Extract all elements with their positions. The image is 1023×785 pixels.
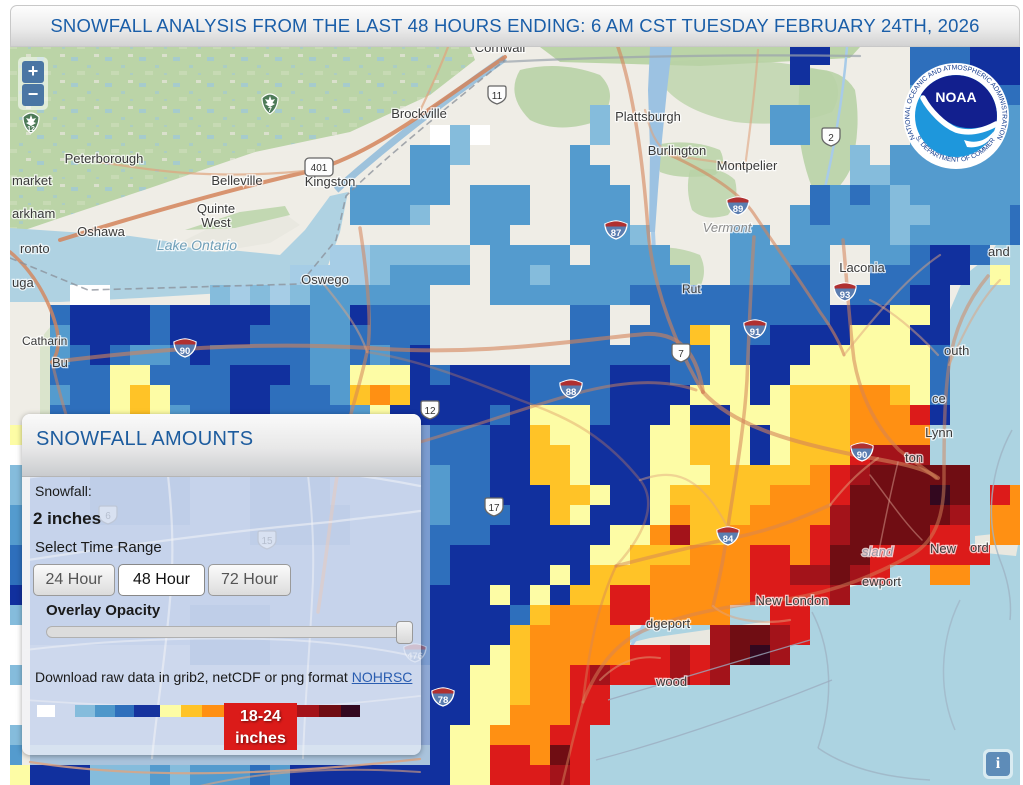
- svg-text:93: 93: [840, 290, 851, 301]
- svg-text:12: 12: [27, 126, 35, 133]
- svg-text:Quinte: Quinte: [197, 201, 235, 216]
- svg-text:ton: ton: [905, 450, 923, 465]
- svg-text:Peterborough: Peterborough: [65, 151, 144, 166]
- svg-text:New: New: [930, 541, 957, 556]
- svg-text:Oshawa: Oshawa: [77, 224, 125, 239]
- svg-text:ronto: ronto: [20, 241, 50, 256]
- svg-text:ewport: ewport: [862, 574, 901, 589]
- svg-text:17: 17: [488, 503, 500, 514]
- svg-text:Plattsburgh: Plattsburgh: [615, 109, 681, 124]
- svg-text:NOAA: NOAA: [935, 89, 976, 105]
- svg-text:90: 90: [857, 450, 868, 461]
- svg-text:87: 87: [611, 228, 622, 239]
- svg-text:91: 91: [750, 327, 761, 338]
- svg-text:11: 11: [492, 91, 503, 102]
- svg-text:Rut: Rut: [682, 282, 701, 296]
- svg-text:dgeport: dgeport: [646, 616, 690, 631]
- svg-text:Catharin: Catharin: [22, 334, 67, 348]
- svg-text:Oswego: Oswego: [301, 272, 349, 287]
- svg-text:Montpelier: Montpelier: [717, 158, 778, 173]
- svg-text:89: 89: [733, 204, 744, 215]
- svg-text:sland: sland: [862, 544, 894, 559]
- svg-text:84: 84: [723, 534, 734, 545]
- svg-text:West: West: [201, 215, 231, 230]
- svg-text:ce: ce: [932, 391, 946, 406]
- svg-text:Lynn: Lynn: [925, 425, 953, 440]
- svg-text:401: 401: [311, 163, 328, 174]
- svg-text:12: 12: [424, 406, 436, 417]
- svg-text:2: 2: [828, 133, 834, 144]
- svg-text:Brockville: Brockville: [391, 106, 447, 121]
- svg-text:Kingston: Kingston: [305, 174, 356, 189]
- svg-text:88: 88: [566, 387, 577, 398]
- svg-text:Bu: Bu: [52, 355, 68, 370]
- svg-text:Vermont: Vermont: [703, 220, 753, 235]
- svg-text:Lake Ontario: Lake Ontario: [157, 237, 237, 253]
- svg-text:outh: outh: [944, 343, 969, 358]
- svg-text:and: and: [988, 244, 1010, 259]
- svg-text:market: market: [12, 173, 52, 188]
- svg-text:arkham: arkham: [12, 206, 55, 221]
- svg-text:New London: New London: [756, 593, 829, 608]
- svg-text:wood: wood: [655, 674, 687, 689]
- svg-text:7: 7: [268, 107, 272, 114]
- svg-text:Laconia: Laconia: [839, 260, 885, 275]
- svg-text:7: 7: [678, 349, 684, 360]
- svg-text:Burlington: Burlington: [648, 143, 707, 158]
- svg-text:78: 78: [438, 695, 449, 706]
- svg-text:Cornwall: Cornwall: [475, 47, 526, 55]
- svg-text:90: 90: [180, 346, 191, 357]
- svg-text:Belleville: Belleville: [211, 173, 262, 188]
- svg-text:uga: uga: [12, 275, 34, 290]
- svg-text:ord: ord: [970, 540, 989, 555]
